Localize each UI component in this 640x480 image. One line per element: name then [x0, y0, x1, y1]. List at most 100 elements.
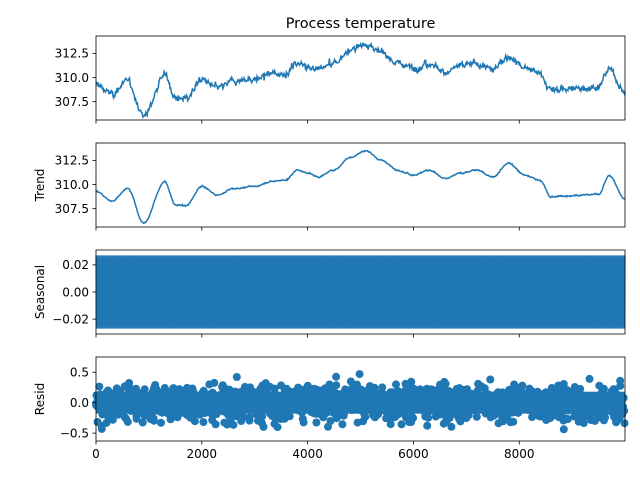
resid-point: [595, 381, 604, 390]
resid-point: [574, 417, 583, 426]
panel-seasonal: −0.02 0.00 0.02 Seasonal: [33, 249, 626, 338]
resid-point: [102, 418, 111, 427]
resid-point: [509, 417, 518, 426]
seasonal-series: [95, 255, 626, 329]
resid-point: [190, 417, 199, 426]
resid-point: [620, 419, 629, 428]
trend-y-tick-label: 312.5: [55, 154, 89, 168]
resid-point: [563, 415, 572, 424]
resid-point: [486, 375, 495, 384]
resid-point: [463, 385, 472, 394]
resid-point: [401, 379, 410, 388]
resid-point: [149, 414, 158, 423]
resid-point: [615, 414, 624, 423]
panel-observed: 307.5 310.0 312.5: [55, 35, 626, 124]
resid-point: [259, 422, 268, 431]
resid-point: [339, 411, 348, 420]
resid-point: [486, 413, 495, 422]
x-tick-label: 0: [92, 447, 100, 461]
resid-point: [407, 412, 416, 421]
resid-series: [92, 370, 629, 434]
observed-y-tick-label: 312.5: [55, 47, 89, 61]
resid-point: [570, 412, 579, 421]
resid-point: [218, 382, 227, 391]
seasonal-y-label: Seasonal: [33, 265, 47, 319]
resid-y-label: Resid: [33, 383, 47, 415]
resid-point: [97, 424, 106, 433]
resid-point: [494, 419, 503, 428]
seasonal-y-tick-label: 0.02: [62, 258, 89, 272]
trend-x-ticks: [95, 227, 520, 231]
resid-point: [125, 382, 134, 391]
resid-point: [307, 385, 316, 393]
x-tick-label: 2000: [187, 447, 218, 461]
resid-point: [357, 385, 366, 394]
resid-dense-band: [96, 391, 625, 414]
resid-point: [559, 425, 568, 434]
resid-point: [324, 422, 332, 431]
resid-y-tick-label: −0.5: [60, 426, 89, 440]
x-tick-label: 6000: [398, 447, 429, 461]
resid-point: [183, 383, 192, 392]
trend-series: [95, 149, 626, 225]
resid-point: [378, 383, 387, 392]
resid-point: [254, 412, 263, 421]
resid-point: [150, 384, 159, 392]
resid-point: [503, 412, 512, 421]
resid-point: [338, 420, 347, 429]
resid-point: [246, 383, 255, 392]
observed-line: [95, 41, 626, 120]
seasonal-y-tick-label: 0.00: [62, 285, 89, 299]
resid-point: [355, 370, 364, 379]
resid-point: [332, 372, 341, 381]
resid-point: [205, 380, 214, 389]
resid-point: [245, 416, 254, 425]
resid-y-tick-label: 0.0: [70, 396, 89, 410]
resid-point: [276, 415, 285, 423]
resid-point: [392, 380, 400, 389]
trend-y-tick-label: 307.5: [55, 202, 89, 216]
resid-point: [423, 421, 432, 430]
observed-y-tick-label: 310.0: [55, 71, 89, 85]
resid-x-ticks: 0 2000 4000 6000 8000: [92, 441, 535, 461]
resid-point: [616, 381, 625, 390]
resid-point: [341, 385, 350, 394]
resid-point: [585, 374, 594, 383]
resid-point: [397, 420, 406, 429]
trend-line: [95, 149, 626, 225]
resid-point: [332, 381, 341, 390]
resid-point: [199, 418, 208, 427]
observed-x-ticks: [95, 120, 520, 124]
resid-point: [223, 420, 232, 429]
seasonal-x-ticks: [95, 334, 520, 338]
panel-resid: −0.5 0.0 0.5 0 2000 4000 6000 8000 Resid: [33, 356, 629, 461]
resid-point: [273, 423, 282, 432]
resid-point: [211, 420, 220, 429]
resid-point: [547, 384, 556, 392]
resid-point: [353, 418, 362, 427]
resid-point: [386, 420, 395, 429]
resid-point: [297, 385, 306, 394]
resid-point: [319, 413, 328, 422]
x-tick-label: 8000: [504, 447, 535, 461]
resid-point: [559, 380, 568, 388]
seasonal-y-ticks: −0.02 0.00 0.02: [52, 258, 96, 326]
resid-point: [120, 412, 129, 421]
observed-frame: [95, 35, 626, 121]
resid-point: [232, 373, 241, 381]
resid-point: [391, 412, 400, 421]
resid-point: [436, 380, 444, 389]
resid-point: [472, 412, 481, 421]
resid-point: [312, 418, 321, 427]
resid-point: [474, 379, 483, 388]
resid-y-ticks: −0.5 0.0 0.5: [60, 366, 96, 440]
observed-y-tick-label: 307.5: [55, 95, 89, 109]
resid-frame: [95, 356, 626, 442]
resid-point: [132, 414, 141, 423]
resid-point: [421, 412, 430, 421]
resid-point: [175, 385, 184, 394]
resid-point: [132, 384, 140, 393]
resid-point: [95, 382, 104, 391]
resid-point: [298, 414, 307, 423]
